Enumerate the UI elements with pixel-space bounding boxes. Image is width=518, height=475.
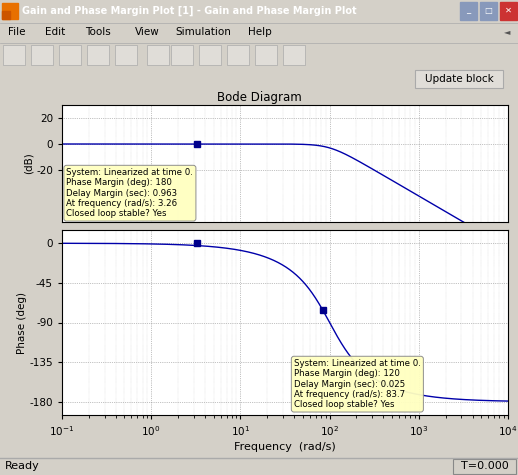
Bar (283, 45, 305, 65)
Bar (115, 45, 137, 65)
Text: ✕: ✕ (505, 6, 512, 15)
Bar (227, 45, 249, 65)
FancyBboxPatch shape (415, 70, 503, 88)
Bar (480, 2, 497, 20)
Text: Edit: Edit (45, 27, 65, 37)
Bar (453, 459, 516, 474)
Text: _: _ (466, 6, 471, 15)
Text: Bode Diagram: Bode Diagram (217, 91, 301, 104)
Bar (500, 2, 517, 20)
Text: ◄: ◄ (503, 28, 510, 37)
Bar (59, 45, 81, 65)
Bar (171, 45, 193, 65)
Text: □: □ (484, 6, 493, 15)
Bar (31, 45, 53, 65)
Text: System: Linearized at time 0.
Phase Margin (deg): 120
Delay Margin (sec): 0.025
: System: Linearized at time 0. Phase Marg… (294, 359, 421, 409)
Y-axis label: Phase (deg): Phase (deg) (17, 292, 26, 353)
Y-axis label: (dB): (dB) (23, 152, 33, 174)
Text: Update block: Update block (425, 74, 493, 84)
Bar (3, 45, 25, 65)
Text: Simulation: Simulation (175, 27, 231, 37)
Bar (255, 45, 277, 65)
Text: Ready: Ready (5, 461, 40, 471)
Bar (2, 11, 10, 19)
Bar (147, 45, 169, 65)
Text: T=0.000: T=0.000 (461, 461, 509, 471)
Text: View: View (135, 27, 160, 37)
Bar (460, 2, 477, 20)
Text: Help: Help (248, 27, 272, 37)
Text: System: Linearized at time 0.
Phase Margin (deg): 180
Delay Margin (sec): 0.963
: System: Linearized at time 0. Phase Marg… (66, 168, 193, 218)
Bar (87, 45, 109, 65)
Bar (2, 3, 18, 19)
Text: File: File (8, 27, 25, 37)
Text: Tools: Tools (85, 27, 111, 37)
Bar (199, 45, 221, 65)
X-axis label: Frequency  (rad/s): Frequency (rad/s) (234, 442, 336, 452)
Text: Gain and Phase Margin Plot [1] - Gain and Phase Margin Plot: Gain and Phase Margin Plot [1] - Gain an… (22, 6, 356, 16)
